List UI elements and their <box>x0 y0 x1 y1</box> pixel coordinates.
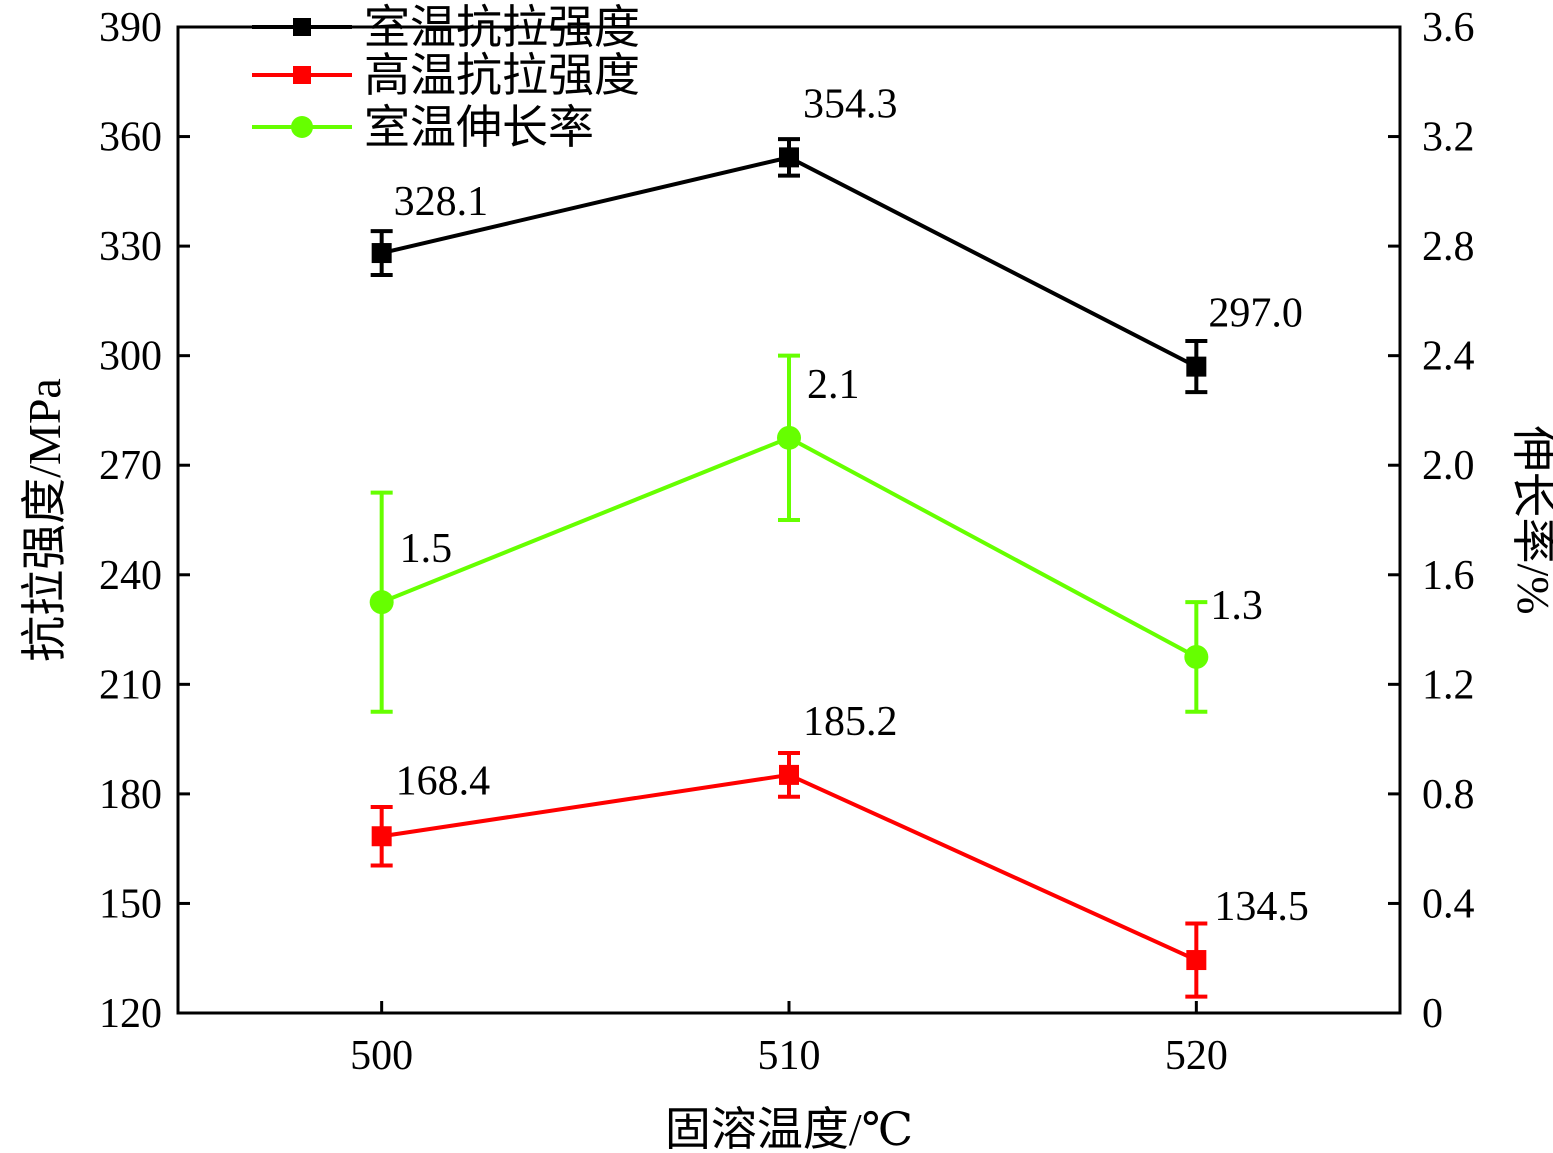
y-left-tick-label: 240 <box>99 553 162 599</box>
y-right-tick-label: 2.8 <box>1422 224 1475 270</box>
data-label: 168.4 <box>396 758 491 804</box>
x-tick-label: 510 <box>758 1033 821 1079</box>
y-left-tick-label: 180 <box>99 772 162 818</box>
data-point <box>779 147 799 168</box>
data-point <box>371 826 392 847</box>
data-point <box>779 764 799 785</box>
y-left-tick-label: 120 <box>99 991 162 1037</box>
series-layer: 328.1 354.3 297.0 168.4 185.2 134.5 1.5 2.1 1.3 <box>369 81 1309 999</box>
legend-marker-1 <box>293 66 311 84</box>
data-label: 1.5 <box>400 526 453 572</box>
data-label: 185.2 <box>803 699 898 745</box>
y-left-tick-label: 360 <box>99 115 162 161</box>
y-left-tick-label: 390 <box>99 5 162 51</box>
data-label: 354.3 <box>803 81 898 127</box>
data-label: 328.1 <box>394 179 489 225</box>
legend-marker-2 <box>291 116 313 138</box>
y-left-tick-label: 210 <box>99 662 162 708</box>
axes: 120 150 180 210 240 270 300 330 360 390 0 0.4 0.8 1.2… <box>19 5 1553 1153</box>
data-label: 134.5 <box>1214 884 1309 930</box>
x-axis-title: 固溶温度/℃ <box>665 1104 913 1153</box>
y-right-tick-label: 0.8 <box>1422 772 1475 818</box>
y-right-tick-label: 0.4 <box>1422 881 1475 927</box>
legend-label-2: 室温伸长率 <box>364 102 594 153</box>
data-label: 297.0 <box>1208 291 1303 337</box>
y-right-tick-label: 1.2 <box>1422 662 1475 708</box>
data-point <box>371 243 392 264</box>
y-left-axis-title: 抗拉强度/MPa <box>19 378 70 662</box>
legend-label-0: 室温抗拉强度 <box>364 2 640 53</box>
series-line-1 <box>381 772 1198 962</box>
y-left-tick-label: 300 <box>99 334 162 380</box>
series-line-0 <box>381 155 1198 369</box>
legend-label-1: 高温抗拉强度 <box>364 50 640 101</box>
y-right-tick-label: 2.0 <box>1422 443 1475 489</box>
y-right-tick-label: 2.4 <box>1422 334 1475 380</box>
data-point <box>1186 950 1207 971</box>
data-label: 2.1 <box>807 362 860 408</box>
data-point <box>777 425 801 450</box>
data-point <box>1184 644 1209 669</box>
y-left-tick-label: 330 <box>99 224 162 270</box>
data-point <box>1186 356 1207 377</box>
y-right-axis-title: 伸长率/% <box>1508 425 1553 614</box>
x-tick-label: 520 <box>1165 1033 1228 1079</box>
y-left-tick-label: 150 <box>99 881 162 927</box>
data-point <box>369 590 394 615</box>
y-right-tick-label: 0 <box>1422 991 1443 1037</box>
y-right-tick-label: 3.2 <box>1422 115 1475 161</box>
y-left-tick-label: 270 <box>99 443 162 489</box>
legend-marker-0 <box>293 18 311 36</box>
x-tick-label: 500 <box>350 1033 413 1079</box>
data-label: 1.3 <box>1210 583 1263 629</box>
y-right-tick-label: 1.6 <box>1422 553 1475 599</box>
y-right-tick-label: 3.6 <box>1422 5 1475 51</box>
